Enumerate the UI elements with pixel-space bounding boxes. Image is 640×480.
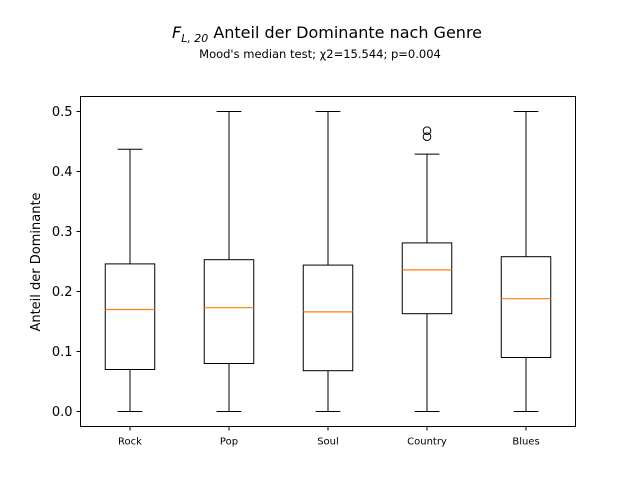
title-text: Anteil der Dominante nach Genre: [213, 23, 482, 42]
outlier-country: [422, 126, 432, 135]
x-tick-label: Blues: [512, 437, 539, 448]
chart-subtitle: Mood's median test; χ2=15.544; p=0.004: [199, 47, 441, 61]
box-soul: [302, 264, 354, 372]
x-tick-label: Country: [407, 437, 447, 448]
y-tick-label: 0.5: [52, 105, 73, 120]
y-tick-label: 0.3: [52, 225, 73, 240]
title-math-sub: L, 20: [181, 32, 208, 45]
y-tick-label: 0.4: [52, 165, 73, 180]
chart-title: FL, 20 Anteil der Dominante nach Genre: [172, 23, 482, 45]
y-axis: 0.0 0.1 0.2 0.3 0.4 0.5: [52, 105, 81, 420]
x-tick-label: Rock: [118, 437, 142, 448]
y-tick-label: 0.1: [52, 345, 73, 360]
box-pop: [203, 259, 255, 365]
x-tick-label: Soul: [317, 437, 339, 448]
y-tick-label: 0.0: [52, 405, 73, 420]
box-blues: [500, 256, 552, 359]
box-country: [401, 242, 453, 315]
title-math-base: F: [172, 23, 182, 42]
box-rock: [104, 263, 156, 370]
y-tick-label: 0.2: [52, 285, 73, 300]
y-axis-label: Anteil der Dominante: [29, 192, 44, 331]
x-tick-label: Pop: [220, 437, 238, 448]
outlier-country: [422, 132, 432, 141]
x-axis: Rock Pop Soul Country Blues: [118, 426, 540, 448]
boxes-group: [104, 111, 552, 412]
